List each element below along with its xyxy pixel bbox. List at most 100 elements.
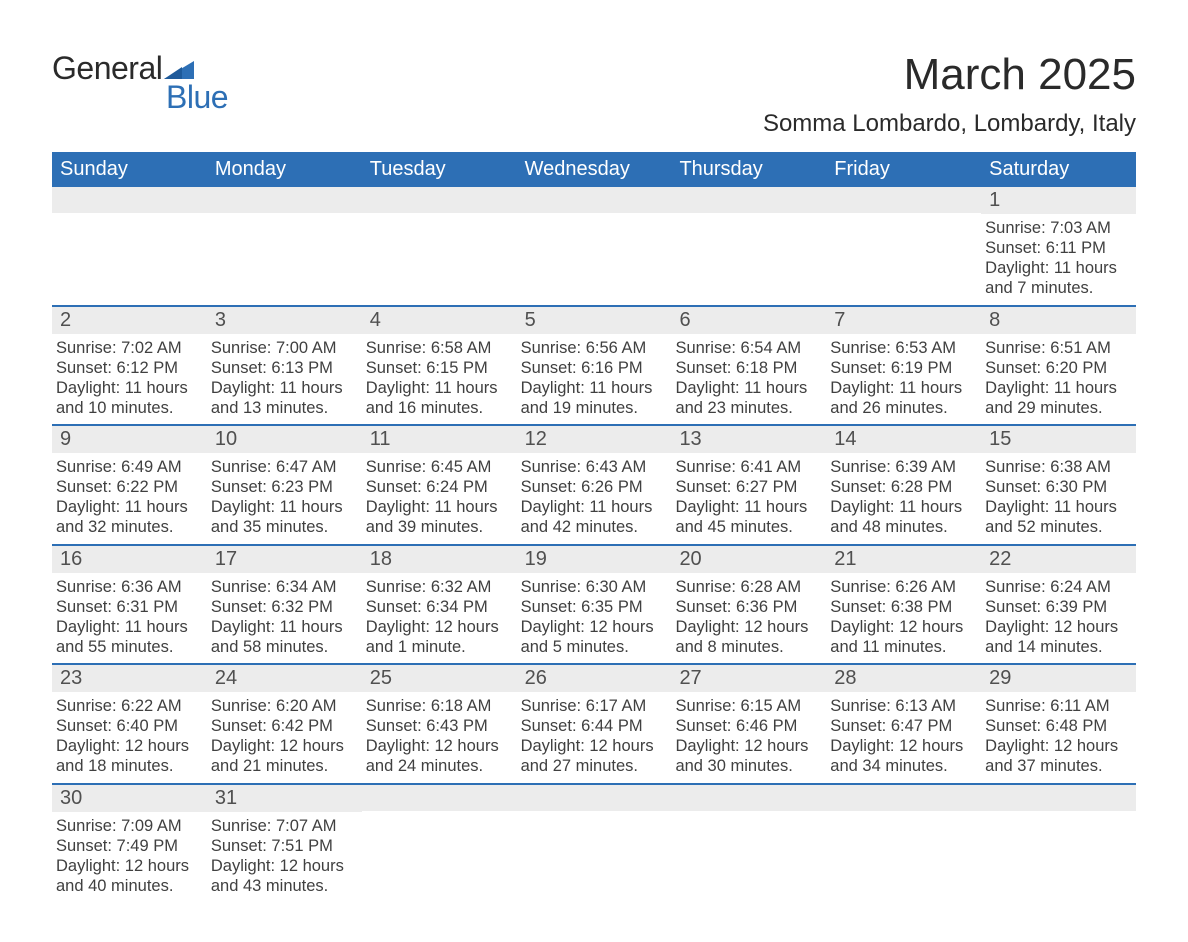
sunset-text: Sunset: 6:39 PM (985, 597, 1130, 617)
calendar-day: 11Sunrise: 6:45 AMSunset: 6:24 PMDayligh… (362, 426, 517, 544)
day-details (826, 811, 981, 821)
day-details (207, 213, 362, 223)
sunset-text: Sunset: 6:31 PM (56, 597, 201, 617)
day-details (671, 811, 826, 821)
header: General Blue March 2025 Somma Lombardo, … (52, 50, 1136, 138)
calendar-day: 22Sunrise: 6:24 AMSunset: 6:39 PMDayligh… (981, 546, 1136, 664)
day-details: Sunrise: 6:51 AMSunset: 6:20 PMDaylight:… (981, 334, 1136, 425)
calendar-week: 23Sunrise: 6:22 AMSunset: 6:40 PMDayligh… (52, 663, 1136, 783)
daylight-text: Daylight: 12 hours and 8 minutes. (675, 617, 820, 657)
daylight-text: Daylight: 11 hours and 16 minutes. (366, 378, 511, 418)
sunrise-text: Sunrise: 6:22 AM (56, 696, 201, 716)
sunset-text: Sunset: 6:48 PM (985, 716, 1130, 736)
day-number (671, 187, 826, 213)
sunset-text: Sunset: 6:18 PM (675, 358, 820, 378)
day-number: 21 (826, 546, 981, 573)
day-number (981, 785, 1136, 811)
day-details: Sunrise: 6:43 AMSunset: 6:26 PMDaylight:… (517, 453, 672, 544)
sunrise-text: Sunrise: 6:45 AM (366, 457, 511, 477)
sunrise-text: Sunrise: 6:38 AM (985, 457, 1130, 477)
day-details: Sunrise: 6:13 AMSunset: 6:47 PMDaylight:… (826, 692, 981, 783)
sunset-text: Sunset: 6:13 PM (211, 358, 356, 378)
weeks-container: 1Sunrise: 7:03 AMSunset: 6:11 PMDaylight… (52, 187, 1136, 902)
calendar-day (981, 785, 1136, 903)
day-number: 30 (52, 785, 207, 812)
calendar-week: 2Sunrise: 7:02 AMSunset: 6:12 PMDaylight… (52, 305, 1136, 425)
brand-part2: Blue (166, 79, 228, 116)
calendar-day: 1Sunrise: 7:03 AMSunset: 6:11 PMDaylight… (981, 187, 1136, 305)
daylight-text: Daylight: 11 hours and 32 minutes. (56, 497, 201, 537)
day-details: Sunrise: 7:09 AMSunset: 7:49 PMDaylight:… (52, 812, 207, 903)
sunrise-text: Sunrise: 6:32 AM (366, 577, 511, 597)
daylight-text: Daylight: 11 hours and 26 minutes. (830, 378, 975, 418)
daylight-text: Daylight: 11 hours and 19 minutes. (521, 378, 666, 418)
calendar-day: 3Sunrise: 7:00 AMSunset: 6:13 PMDaylight… (207, 307, 362, 425)
calendar-week: 16Sunrise: 6:36 AMSunset: 6:31 PMDayligh… (52, 544, 1136, 664)
sunrise-text: Sunrise: 6:24 AM (985, 577, 1130, 597)
sunrise-text: Sunrise: 7:09 AM (56, 816, 201, 836)
sunrise-text: Sunrise: 6:53 AM (830, 338, 975, 358)
day-details: Sunrise: 6:39 AMSunset: 6:28 PMDaylight:… (826, 453, 981, 544)
daylight-text: Daylight: 12 hours and 1 minute. (366, 617, 511, 657)
day-details: Sunrise: 6:15 AMSunset: 6:46 PMDaylight:… (671, 692, 826, 783)
day-number (671, 785, 826, 811)
day-number: 19 (517, 546, 672, 573)
day-number (517, 187, 672, 213)
daylight-text: Daylight: 11 hours and 45 minutes. (675, 497, 820, 537)
day-details: Sunrise: 6:47 AMSunset: 6:23 PMDaylight:… (207, 453, 362, 544)
day-number (52, 187, 207, 213)
day-details: Sunrise: 6:53 AMSunset: 6:19 PMDaylight:… (826, 334, 981, 425)
day-details (517, 213, 672, 223)
day-details (52, 213, 207, 223)
day-header: Saturday (981, 152, 1136, 187)
sunrise-text: Sunrise: 6:18 AM (366, 696, 511, 716)
day-details (826, 213, 981, 223)
day-details (981, 811, 1136, 821)
sunrise-text: Sunrise: 6:17 AM (521, 696, 666, 716)
sunrise-text: Sunrise: 6:49 AM (56, 457, 201, 477)
sunset-text: Sunset: 6:22 PM (56, 477, 201, 497)
daylight-text: Daylight: 11 hours and 48 minutes. (830, 497, 975, 537)
sunrise-text: Sunrise: 6:39 AM (830, 457, 975, 477)
day-details: Sunrise: 6:17 AMSunset: 6:44 PMDaylight:… (517, 692, 672, 783)
daylight-text: Daylight: 11 hours and 58 minutes. (211, 617, 356, 657)
daylight-text: Daylight: 12 hours and 21 minutes. (211, 736, 356, 776)
calendar-day: 7Sunrise: 6:53 AMSunset: 6:19 PMDaylight… (826, 307, 981, 425)
day-number (517, 785, 672, 811)
day-number: 26 (517, 665, 672, 692)
sunset-text: Sunset: 6:34 PM (366, 597, 511, 617)
day-number: 11 (362, 426, 517, 453)
calendar-day: 27Sunrise: 6:15 AMSunset: 6:46 PMDayligh… (671, 665, 826, 783)
day-number: 2 (52, 307, 207, 334)
sunset-text: Sunset: 7:51 PM (211, 836, 356, 856)
sunset-text: Sunset: 6:23 PM (211, 477, 356, 497)
day-details: Sunrise: 6:18 AMSunset: 6:43 PMDaylight:… (362, 692, 517, 783)
sunrise-text: Sunrise: 6:56 AM (521, 338, 666, 358)
calendar-day: 29Sunrise: 6:11 AMSunset: 6:48 PMDayligh… (981, 665, 1136, 783)
sunrise-text: Sunrise: 6:36 AM (56, 577, 201, 597)
day-details: Sunrise: 6:56 AMSunset: 6:16 PMDaylight:… (517, 334, 672, 425)
day-details: Sunrise: 6:30 AMSunset: 6:35 PMDaylight:… (517, 573, 672, 664)
day-details: Sunrise: 6:41 AMSunset: 6:27 PMDaylight:… (671, 453, 826, 544)
month-title: March 2025 (763, 50, 1136, 100)
day-number: 22 (981, 546, 1136, 573)
day-details: Sunrise: 6:38 AMSunset: 6:30 PMDaylight:… (981, 453, 1136, 544)
day-number: 9 (52, 426, 207, 453)
location: Somma Lombardo, Lombardy, Italy (763, 110, 1136, 138)
day-number: 8 (981, 307, 1136, 334)
calendar-header-row: Sunday Monday Tuesday Wednesday Thursday… (52, 152, 1136, 187)
sunset-text: Sunset: 6:24 PM (366, 477, 511, 497)
sunrise-text: Sunrise: 6:58 AM (366, 338, 511, 358)
day-number (362, 785, 517, 811)
sunrise-text: Sunrise: 7:03 AM (985, 218, 1130, 238)
sunrise-text: Sunrise: 6:51 AM (985, 338, 1130, 358)
calendar-day (362, 785, 517, 903)
calendar-day: 19Sunrise: 6:30 AMSunset: 6:35 PMDayligh… (517, 546, 672, 664)
day-details: Sunrise: 7:02 AMSunset: 6:12 PMDaylight:… (52, 334, 207, 425)
sunrise-text: Sunrise: 6:41 AM (675, 457, 820, 477)
sunrise-text: Sunrise: 6:13 AM (830, 696, 975, 716)
day-details: Sunrise: 6:32 AMSunset: 6:34 PMDaylight:… (362, 573, 517, 664)
calendar-day: 18Sunrise: 6:32 AMSunset: 6:34 PMDayligh… (362, 546, 517, 664)
day-details: Sunrise: 6:20 AMSunset: 6:42 PMDaylight:… (207, 692, 362, 783)
day-header: Tuesday (362, 152, 517, 187)
